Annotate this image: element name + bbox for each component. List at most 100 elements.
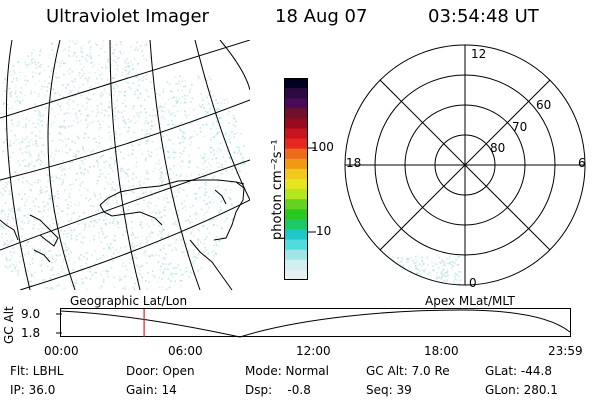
dsp-info: Dsp: -0.8 [245,383,311,397]
speckle-dot [104,237,106,239]
speckle-dot [60,265,63,268]
speckle-dot [150,231,152,234]
speckle-dot [421,269,423,272]
speckle-dot [86,54,88,56]
speckle-dot [32,262,34,264]
speckle-dot [220,200,223,202]
speckle-dot [144,44,146,47]
speckle-dot [65,87,67,89]
speckle-dot [6,267,9,269]
speckle-dot [59,166,61,169]
speckle-dot [197,228,199,231]
speckle-dot [53,197,55,200]
speckle-dot [78,215,80,218]
speckle-dot [94,137,96,139]
speckle-dot [26,136,29,138]
speckle-dot [83,212,85,214]
speckle-dot [184,114,187,116]
speckle-dot [96,44,98,46]
speckle-dot [71,231,73,233]
speckle-dot [178,191,180,193]
speckle-dot [191,221,194,224]
speckle-dot [117,64,119,67]
speckle-dot [91,274,94,276]
date-label: 18 Aug 07 [275,6,368,27]
speckle-dot [85,252,88,254]
speckle-dot [48,250,51,252]
speckle-dot [79,232,82,235]
speckle-dot [139,45,142,47]
speckle-dot [158,169,160,171]
speckle-dot [134,48,136,51]
speckle-dot [204,251,206,253]
speckle-dot [167,156,170,159]
speckle-dot [42,200,45,203]
speckle-dot [119,212,122,215]
speckle-dot [443,275,445,278]
speckle-dot [87,114,90,117]
speckle-dot [180,273,183,276]
speckle-dot [66,213,69,215]
speckle-dot [386,281,389,283]
speckle-dot [30,275,33,278]
speckle-dot [117,57,119,60]
speckle-dot [212,95,214,97]
timeline-y-axis-label: GC Alt [2,306,16,344]
speckle-dot [160,176,162,179]
speckle-dot [52,287,55,290]
speckle-dot [146,288,149,290]
speckle-dot [183,94,186,97]
speckle-dot [47,208,49,211]
speckle-dot [12,78,15,80]
speckle-dot [56,205,59,207]
speckle-dot [31,62,34,64]
speckle-dot [106,273,109,275]
speckle-dot [225,217,228,220]
speckle-dot [119,278,121,281]
speckle-dot [105,223,108,226]
speckle-dot [191,84,193,86]
speckle-dot [114,216,116,219]
speckle-dot [40,64,42,66]
speckle-dot [66,249,68,251]
colorbar-cell [284,179,308,190]
speckle-dot [27,64,29,66]
speckle-dot [43,247,45,250]
speckle-dot [33,173,35,175]
speckle-dot [8,213,10,215]
speckle-dot [68,260,70,262]
speckle-dot [453,280,455,283]
speckle-dot [175,212,177,214]
speckle-dot [11,239,14,242]
speckle-dot [216,224,219,227]
speckle-dot [68,55,70,57]
speckle-dot [158,183,160,185]
speckle-dot [42,114,45,116]
speckle-dot [19,102,21,104]
speckle-dot [173,96,175,99]
speckle-dot [55,60,58,63]
speckle-dot [82,222,85,224]
speckle-dot [210,96,213,98]
speckle-dot [58,139,60,141]
speckle-dot [120,168,122,171]
speckle-dot [209,201,212,203]
speckle-dot [415,256,417,258]
speckle-dot [99,123,101,126]
speckle-dot [94,219,97,222]
speckle-dot [134,282,136,285]
speckle-dot [107,61,109,63]
speckle-dot [212,124,214,126]
speckle-dot [39,163,41,166]
speckle-dot [51,49,54,51]
speckle-dot [115,196,117,199]
speckle-dot [114,224,116,227]
speckle-dot [123,110,126,113]
speckle-dot [149,255,151,258]
speckle-dot [116,220,119,223]
speckle-dot [14,100,16,103]
speckle-dot [382,263,385,266]
speckle-dot [148,207,150,209]
speckle-dot [444,264,446,267]
speckle-dot [141,129,143,132]
